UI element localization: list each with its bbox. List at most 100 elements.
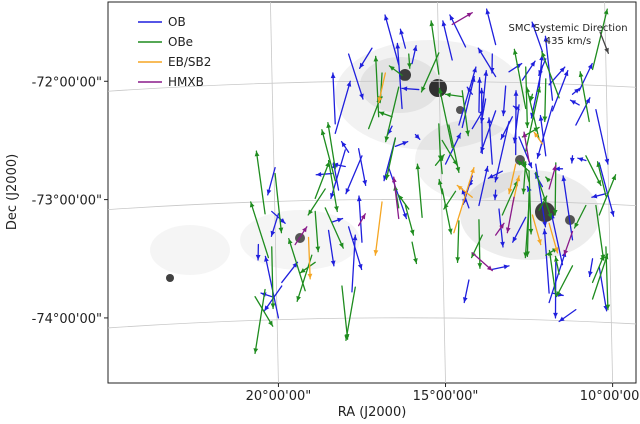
- vector-ob-98: [462, 279, 470, 304]
- vector-ob-70: [487, 170, 503, 179]
- vector-obe-40: [437, 123, 443, 162]
- vector-ob-81: [548, 66, 566, 86]
- vector-ebsb2-4: [456, 184, 473, 198]
- vector-ob-85: [501, 85, 507, 117]
- vector-obe-25: [373, 55, 380, 118]
- vector-ob-30: [561, 175, 574, 241]
- vector-obe-52: [324, 207, 344, 249]
- vector-ebsb2-1: [373, 201, 383, 256]
- vector-hmxb-4: [294, 226, 308, 246]
- vector-obe-34: [441, 188, 453, 235]
- vector-ob-15: [598, 162, 615, 217]
- vector-hmxb-0: [451, 11, 473, 26]
- vector-ob-89: [477, 77, 482, 113]
- vector-ob-4: [543, 35, 554, 101]
- vector-ob-62: [270, 213, 280, 237]
- vector-ob-83: [395, 42, 403, 110]
- vector-obe-62: [314, 161, 330, 200]
- vector-ebsb2-3: [377, 72, 387, 104]
- x-tick-label-1: 15°00'00": [413, 389, 479, 404]
- legend-label-ob: OB: [168, 15, 186, 29]
- grid-line-dec-1: [108, 199, 636, 210]
- vector-hmxb-2: [471, 252, 493, 272]
- vector-obe-39: [299, 261, 316, 274]
- vector-ob-53: [466, 86, 473, 95]
- vector-obe-1: [596, 161, 607, 197]
- vector-obe-56: [327, 159, 339, 213]
- vector-ob-49: [575, 97, 591, 126]
- systemic-arrow-mark: [599, 31, 610, 54]
- vector-obe-6: [384, 86, 400, 143]
- vector-obe-4: [411, 241, 418, 265]
- vector-obe-75: [512, 48, 527, 110]
- vector-obe-61: [326, 122, 336, 170]
- vector-obe-63: [344, 286, 356, 342]
- vector-obe-73: [254, 150, 266, 215]
- vector-obe-66: [523, 202, 530, 259]
- vector-ob-34: [394, 140, 409, 148]
- axis-ticks: 20°00'00" 15°00'00" 10°00'00" -72°00'00" -73…: [32, 75, 640, 404]
- vector-obe-55: [443, 190, 457, 210]
- y-tick-label-2: -74°00'00": [32, 312, 102, 327]
- vector-ob-22: [356, 195, 363, 243]
- vector-ob-75: [521, 60, 536, 81]
- vector-obe-51: [378, 111, 393, 118]
- vector-obe-5: [407, 53, 412, 69]
- vector-hmxb-8: [563, 230, 574, 256]
- vector-ob-1: [551, 69, 569, 112]
- vector-ob-37: [477, 47, 497, 78]
- vector-ob-77: [414, 133, 421, 140]
- vector-ob-42: [347, 53, 364, 100]
- vector-obe-23: [429, 20, 440, 75]
- vector-ob-25: [271, 210, 286, 224]
- vector-hmxb-9: [494, 222, 505, 236]
- vector-ob-86: [347, 226, 363, 271]
- y-axis-label: Dec (J2000): [5, 154, 20, 230]
- vector-hmxb-5: [505, 196, 515, 234]
- vector-ob-6: [591, 193, 607, 199]
- legend-label-hmxb: HMXB: [168, 75, 204, 89]
- vector-ebsb2-7: [507, 163, 517, 195]
- x-tick-label-0: 20°00'00": [246, 389, 312, 404]
- vector-obe-37: [388, 65, 403, 77]
- x-tick-label-2: 10°00'00": [580, 389, 640, 404]
- vector-ob-18: [478, 165, 489, 207]
- vector-ob-20: [595, 109, 610, 165]
- vector-obe-59: [274, 172, 284, 234]
- vector-ob-35: [441, 20, 453, 61]
- vector-obe-50: [541, 51, 560, 99]
- vector-ob-63: [500, 116, 514, 140]
- vector-ob-21: [345, 155, 363, 195]
- vector-obe-8: [591, 8, 609, 71]
- vector-obe-54: [524, 66, 530, 129]
- vector-ob-72: [255, 243, 261, 261]
- vector-ebsb2-8: [533, 131, 544, 145]
- vector-obe-41: [555, 265, 574, 298]
- vector-ob-60: [536, 105, 554, 159]
- vector-obe-29: [525, 86, 542, 152]
- vector-ob-99: [571, 87, 581, 95]
- vector-ob-71: [512, 216, 527, 243]
- vector-ob-58: [401, 86, 420, 92]
- vector-obe-46: [578, 71, 590, 123]
- vector-ob-92: [388, 167, 408, 220]
- vector-obe-26: [528, 170, 534, 235]
- vector-ob-95: [327, 229, 336, 267]
- vector-obe-76: [314, 210, 321, 253]
- vector-ob-44: [538, 114, 547, 157]
- vector-obe-35: [598, 174, 617, 216]
- vector-ob-48: [494, 120, 510, 183]
- vector-ob-94: [513, 90, 519, 156]
- vector-obe-32: [461, 90, 470, 137]
- vector-ob-67: [334, 80, 352, 134]
- vector-obe-78: [307, 188, 326, 216]
- vector-ob-55: [357, 148, 368, 187]
- y-tick-label-1: -73°00'00": [32, 194, 102, 209]
- vector-ob-82: [491, 264, 510, 271]
- vector-ob-91: [411, 45, 418, 65]
- vector-ob-17: [449, 14, 467, 48]
- vector-obe-31: [441, 139, 458, 166]
- vector-obe-24: [254, 295, 274, 327]
- vector-obe-60: [552, 162, 558, 216]
